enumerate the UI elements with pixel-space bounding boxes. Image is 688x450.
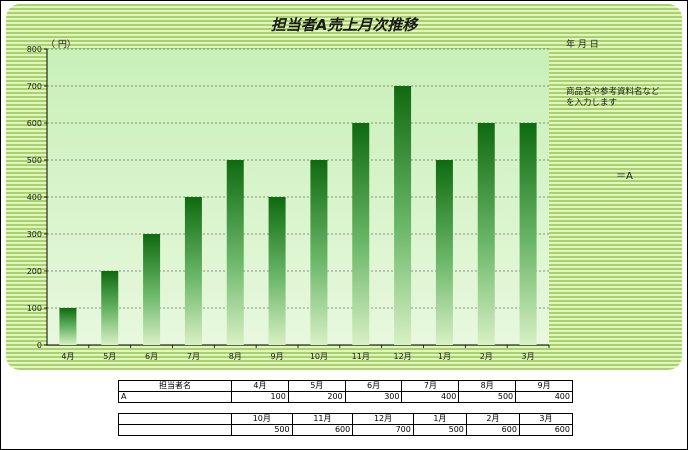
- bar: [268, 197, 286, 345]
- y-tick-label: 100: [27, 304, 42, 313]
- y-tick-label: 400: [27, 193, 42, 202]
- empty-cell: [118, 413, 232, 425]
- y-tick-label: 500: [27, 156, 42, 165]
- bar: [477, 123, 495, 345]
- y-tick-label: 800: [27, 45, 42, 54]
- y-axis-unit-label: （ 円）: [46, 40, 76, 50]
- month-cell: 1月: [412, 413, 467, 425]
- empty-cell: [118, 424, 232, 436]
- y-tick-label: 700: [27, 82, 42, 91]
- plot-area: [47, 49, 549, 345]
- note-text: 商品名や参考資料名など を入力します: [566, 87, 660, 108]
- month-cell: 7月: [401, 380, 460, 392]
- value-cell: 600: [518, 424, 574, 436]
- bar: [226, 160, 244, 345]
- y-tick-label: 0: [37, 341, 42, 350]
- value-cell: 500: [412, 424, 467, 436]
- month-cell: 12月: [352, 413, 414, 425]
- x-tick-label: 8月: [229, 352, 242, 361]
- month-cell: 9月: [515, 380, 573, 392]
- bar: [435, 160, 453, 345]
- data-table-h2: 10月 11月 12月 1月 2月 3月 500 600 700 500 600…: [118, 413, 574, 436]
- table-value-row: A 100 200 300 400 500 400: [118, 391, 573, 403]
- month-cell: 3月: [518, 413, 574, 425]
- x-tick-label: 3月: [522, 352, 535, 361]
- x-tick-label: 6月: [145, 352, 158, 361]
- data-table-h1: 担当者名 4月 5月 6月 7月 8月 9月 A 100 200 300 400…: [118, 380, 573, 403]
- bar: [184, 197, 202, 345]
- chart-title: 担当者A売上月次推移: [270, 16, 418, 34]
- bar: [310, 160, 328, 345]
- month-cell: 6月: [344, 380, 403, 392]
- month-cell: 10月: [231, 413, 293, 425]
- person-cell: A: [118, 391, 232, 403]
- bar: [352, 123, 370, 345]
- x-tick-label: 1月: [438, 352, 451, 361]
- y-tick-label: 200: [27, 267, 42, 276]
- x-tick-label: 4月: [61, 352, 74, 361]
- table-value-row: 500 600 700 500 600 600: [118, 424, 574, 436]
- bar: [394, 86, 412, 345]
- bar: [59, 308, 77, 345]
- x-tick-label: 2月: [480, 352, 493, 361]
- value-cell: 400: [401, 391, 460, 403]
- x-tick-label: 9月: [271, 352, 284, 361]
- value-cell: 600: [465, 424, 520, 436]
- value-cell: 400: [515, 391, 573, 403]
- value-cell: 500: [458, 391, 517, 403]
- month-cell: 8月: [458, 380, 517, 392]
- bar: [519, 123, 537, 345]
- value-cell: 500: [231, 424, 293, 436]
- month-cell: 11月: [291, 413, 354, 425]
- value-cell: 100: [231, 391, 289, 403]
- x-tick-label: 11月: [352, 352, 370, 361]
- x-tick-label: 7月: [187, 352, 200, 361]
- value-cell: 600: [291, 424, 354, 436]
- bar: [101, 271, 119, 345]
- value-cell: 200: [287, 391, 346, 403]
- bar: [143, 234, 161, 345]
- table-header-row: 10月 11月 12月 1月 2月 3月: [118, 413, 574, 425]
- y-tick-label: 600: [27, 119, 42, 128]
- month-cell: 4月: [231, 380, 289, 392]
- table-header-row: 担当者名 4月 5月 6月 7月 8月 9月: [118, 380, 573, 392]
- value-cell: 300: [344, 391, 403, 403]
- date-label: 年 月 日: [566, 40, 599, 50]
- y-tick-label: 300: [27, 230, 42, 239]
- month-cell: 2月: [465, 413, 520, 425]
- month-cell: 5月: [287, 380, 346, 392]
- x-tick-label: 5月: [103, 352, 116, 361]
- x-tick-label: 10月: [310, 352, 328, 361]
- formula-text: ＝A: [616, 171, 633, 182]
- value-cell: 700: [352, 424, 414, 436]
- name-header-cell: 担当者名: [118, 380, 232, 392]
- x-tick-label: 12月: [393, 352, 411, 361]
